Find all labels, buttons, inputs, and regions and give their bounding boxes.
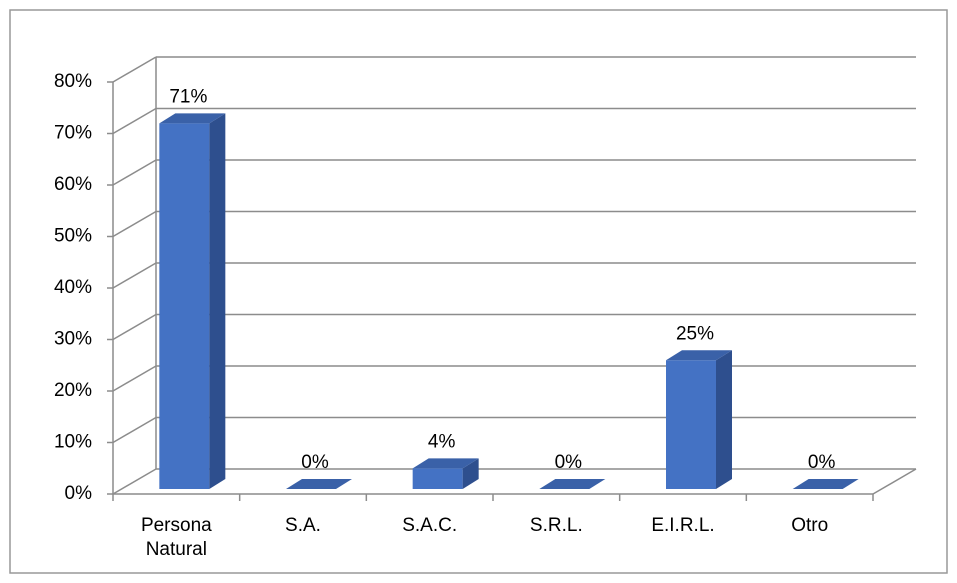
bar [666,350,732,489]
y-tick-label: 10% [54,432,92,453]
floor-edge [872,468,917,495]
bar-top [539,479,606,489]
bar-front [666,360,716,489]
x-tick-label: Persona Natural [141,515,212,560]
bar-side [462,458,479,489]
y-tick-label: 30% [54,329,92,350]
x-tick-label-line: Persona [141,515,212,536]
data-label: 25% [676,323,714,344]
data-label: 0% [301,452,329,473]
bar-front [412,468,463,489]
y-tick-label: 20% [54,380,92,401]
data-label: 4% [428,431,456,452]
grid-line-side [112,262,157,289]
y-tick-label: 80% [54,71,92,92]
bar [286,479,352,489]
y-tick-label: 50% [54,226,92,247]
data-label: 71% [169,86,207,107]
grid-line-side [112,56,157,83]
bar [159,113,226,489]
y-tick-label: 60% [54,174,92,195]
x-tick-label: E.I.R.L. [651,515,714,536]
grid-line-side [112,416,157,444]
data-label: 0% [555,452,583,473]
grid-line-side [112,365,157,392]
y-tick-label: 40% [54,277,92,298]
x-tick-label: S.A. [285,515,321,536]
bar-top [412,458,479,469]
bar [412,458,479,489]
x-tick-label: Otro [791,515,828,536]
y-tick-label: 0% [65,483,93,504]
bar-side [716,350,732,489]
y-tick-label: 70% [54,123,92,144]
bar-top [159,113,226,124]
bar [539,479,606,489]
bar-front [159,123,210,489]
grid-line-side [112,313,157,341]
bar-top [666,350,732,361]
x-tick-label: S.A.C. [402,515,457,536]
bar-top [792,479,859,489]
bar [792,479,859,489]
grid-line-side [112,107,157,135]
bar-top [286,479,352,489]
x-tick-label-line: Natural [146,539,207,560]
grid-line-side [112,159,157,186]
grid-line-side [112,210,157,238]
data-label: 0% [808,452,836,473]
x-tick-label: S.R.L. [530,515,583,536]
grid-line-side [112,468,157,495]
bar-side [209,113,226,489]
